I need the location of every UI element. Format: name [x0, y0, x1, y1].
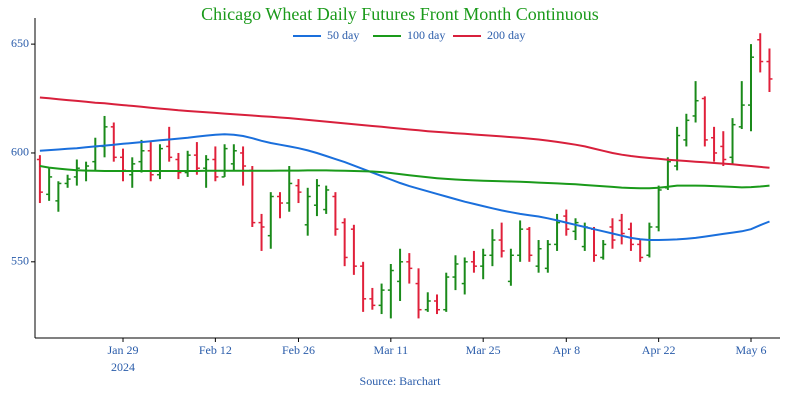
source-note: Source: Barchart	[360, 374, 442, 388]
legend-label: 200 day	[487, 28, 525, 42]
x-year-label: 2024	[111, 360, 135, 374]
x-tick-label: Mar 25	[466, 343, 501, 357]
x-tick-label: Feb 12	[199, 343, 232, 357]
legend-label: 100 day	[407, 28, 445, 42]
y-tick-label: 650	[11, 36, 29, 50]
x-tick-label: Feb 26	[282, 343, 315, 357]
x-tick-label: Apr 22	[642, 343, 676, 357]
x-tick-label: May 6	[735, 343, 766, 357]
x-tick-label: Mar 11	[374, 343, 409, 357]
x-tick-label: Apr 8	[552, 343, 580, 357]
x-tick-label: Jan 29	[108, 343, 139, 357]
moving-average-line	[39, 96, 770, 169]
y-tick-label: 600	[11, 145, 29, 159]
y-tick-label: 550	[11, 254, 29, 268]
chart-title: Chicago Wheat Daily Futures Front Month …	[201, 4, 599, 24]
moving-average-line	[39, 165, 770, 190]
legend-label: 50 day	[327, 28, 359, 42]
moving-average-line	[39, 133, 770, 241]
